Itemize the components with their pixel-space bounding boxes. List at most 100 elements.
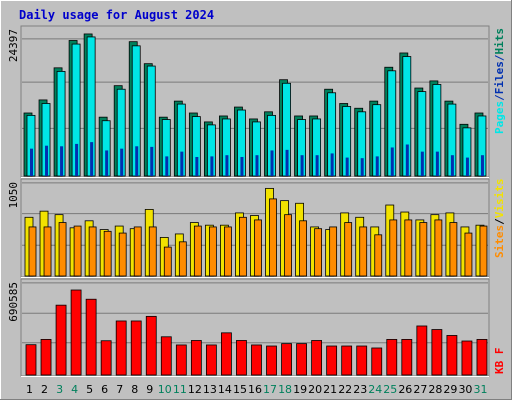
bar-sites — [329, 226, 338, 277]
bar-kbytes — [130, 320, 142, 376]
day-label-14: 14 — [218, 383, 232, 396]
bar-sites — [88, 226, 97, 277]
bar-kbytes — [296, 343, 307, 376]
bar-kbytes — [190, 340, 202, 376]
bar-kbytes — [221, 332, 232, 376]
bar-sites — [269, 198, 277, 277]
bar-pages — [45, 145, 49, 176]
bar-sites — [419, 222, 428, 277]
day-label-9: 9 — [146, 383, 153, 396]
bar-sites — [434, 219, 443, 277]
day-label-29: 29 — [443, 383, 457, 396]
legend-bottom-part-0: KB F — [493, 348, 506, 375]
bar-pages — [450, 155, 454, 176]
bar-kbytes — [416, 325, 428, 376]
day-label-24: 24 — [368, 383, 382, 396]
day-label-16: 16 — [248, 383, 262, 396]
bar-sites — [28, 226, 37, 277]
day-label-4: 4 — [71, 383, 78, 396]
bar-pages — [150, 146, 154, 176]
day-label-18: 18 — [278, 383, 292, 396]
legend-middle-part-1: / — [493, 218, 506, 225]
bar-kbytes — [160, 336, 172, 376]
bar-sites — [133, 226, 142, 277]
chart-title: Daily usage for August 2024 — [19, 8, 215, 22]
ymax-label-middle: 1050 — [7, 182, 20, 209]
bar-pages — [180, 151, 184, 176]
bar-sites — [389, 219, 398, 277]
day-label-8: 8 — [131, 383, 138, 396]
bar-pages — [90, 142, 94, 176]
bar-kbytes — [386, 339, 398, 376]
bar-kbytes — [326, 345, 338, 376]
bar-kbytes — [401, 339, 413, 376]
legend-top-part-1: / — [493, 94, 506, 101]
legend-top-part-2: Files — [493, 61, 506, 94]
bar-pages — [75, 143, 79, 176]
bar-kbytes — [446, 335, 458, 376]
bar-pages — [120, 148, 124, 176]
bar-pages — [420, 151, 424, 176]
bar-kbytes — [175, 344, 187, 376]
bar-kbytes — [55, 304, 67, 376]
bar-kbytes — [100, 340, 112, 376]
bar-sites — [103, 230, 112, 277]
bar-sites — [344, 222, 353, 277]
bar-sites — [479, 225, 488, 277]
day-label-31: 31 — [473, 383, 487, 396]
bar-sites — [254, 219, 262, 277]
legend-top: Pages/Files/Hits — [493, 28, 506, 134]
legend-middle: Sites/Visits — [493, 179, 506, 259]
day-label-22: 22 — [338, 383, 352, 396]
day-label-2: 2 — [41, 383, 48, 396]
bar-kbytes — [266, 345, 277, 376]
bar-kbytes — [251, 344, 262, 376]
bar-pages — [480, 155, 484, 176]
legend-top-part-4: Hits — [493, 28, 506, 55]
bar-pages — [135, 146, 139, 176]
bar-sites — [73, 225, 82, 277]
day-label-3: 3 — [56, 383, 63, 396]
legend-top-part-0: Pages — [493, 101, 506, 134]
bar-sites — [239, 216, 247, 277]
bar-sites — [464, 232, 473, 277]
legend-top-part-3: / — [493, 54, 506, 61]
legend-bottom: KB F — [493, 348, 506, 375]
bar-kbytes — [145, 315, 157, 376]
day-label-10: 10 — [158, 383, 172, 396]
bar-pages — [105, 150, 109, 176]
day-label-23: 23 — [353, 383, 367, 396]
bar-pages — [285, 149, 289, 176]
bar-pages — [375, 156, 379, 176]
bar-kbytes — [85, 298, 97, 376]
bar-pages — [60, 146, 64, 176]
legend-middle-part-0: Sites — [493, 225, 506, 258]
day-label-25: 25 — [383, 383, 397, 396]
bar-sites — [299, 220, 307, 277]
bar-sites — [208, 226, 217, 277]
bar-kbytes — [205, 344, 217, 376]
bar-pages — [30, 148, 33, 176]
bar-pages — [465, 157, 469, 176]
bar-pages — [270, 150, 274, 176]
bar-kbytes — [356, 345, 368, 376]
day-label-19: 19 — [293, 383, 307, 396]
day-label-17: 17 — [263, 383, 277, 396]
bar-sites — [163, 246, 172, 277]
bar-pages — [210, 156, 214, 176]
bar-sites — [314, 228, 323, 277]
bar-kbytes — [476, 339, 488, 376]
bar-pages — [315, 155, 319, 176]
bar-pages — [435, 151, 439, 176]
bar-kbytes — [311, 340, 323, 376]
day-label-21: 21 — [323, 383, 337, 396]
day-label-13: 13 — [203, 383, 217, 396]
bar-kbytes — [431, 329, 443, 376]
bar-kbytes — [461, 340, 473, 376]
day-label-20: 20 — [308, 383, 322, 396]
bar-kbytes — [25, 344, 37, 376]
bar-kbytes — [40, 339, 52, 376]
bar-pages — [405, 144, 409, 176]
